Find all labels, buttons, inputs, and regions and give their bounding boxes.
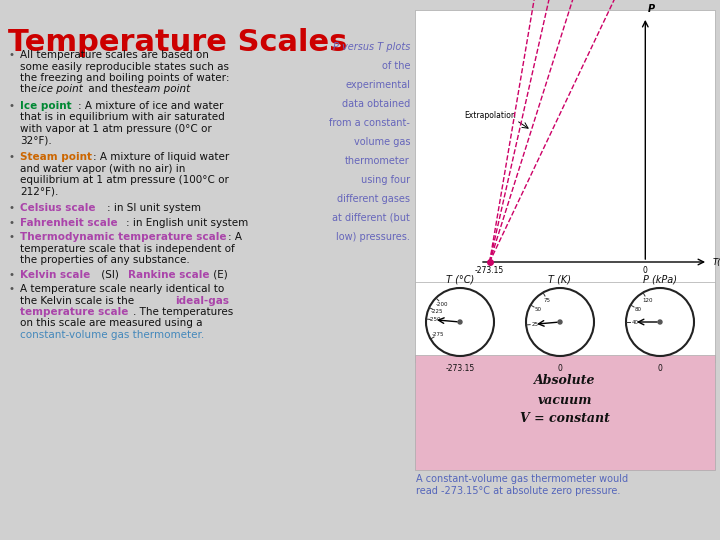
Text: Rankine scale: Rankine scale <box>128 269 210 280</box>
Text: •: • <box>8 203 14 213</box>
Text: volume gas: volume gas <box>354 137 410 147</box>
Text: -275: -275 <box>432 332 444 337</box>
Text: temperature scale: temperature scale <box>20 307 128 317</box>
Text: thermometer: thermometer <box>346 156 410 166</box>
Text: and water vapor (with no air) in: and water vapor (with no air) in <box>20 164 185 173</box>
Text: •: • <box>8 101 14 111</box>
Text: •: • <box>8 152 14 162</box>
Text: 0: 0 <box>657 364 662 373</box>
Text: A constant-volume gas thermometer would
read -273.15°C at absolute zero pressure: A constant-volume gas thermometer would … <box>416 474 628 496</box>
Text: low) pressures.: low) pressures. <box>336 232 410 242</box>
Text: 80: 80 <box>635 307 642 312</box>
Text: Extrapolation: Extrapolation <box>464 111 516 120</box>
Text: the: the <box>20 84 40 94</box>
Bar <box>415 10 715 288</box>
Text: Celsius scale: Celsius scale <box>20 203 96 213</box>
Text: experimental: experimental <box>345 80 410 90</box>
Text: 40: 40 <box>631 320 639 325</box>
Circle shape <box>558 320 562 324</box>
Circle shape <box>458 320 462 324</box>
Text: 120: 120 <box>642 298 653 303</box>
Text: •: • <box>8 284 14 294</box>
Text: •: • <box>8 50 14 60</box>
Text: : A mixture of ice and water: : A mixture of ice and water <box>78 101 223 111</box>
Text: P versus T plots: P versus T plots <box>333 42 410 52</box>
Text: Thermodynamic temperature scale: Thermodynamic temperature scale <box>20 232 227 242</box>
Text: equilibrium at 1 atm pressure (100°C or: equilibrium at 1 atm pressure (100°C or <box>20 175 229 185</box>
Text: T (°C): T (°C) <box>446 275 474 285</box>
Text: steam point: steam point <box>128 84 190 94</box>
Text: •: • <box>8 269 14 280</box>
Text: from a constant-: from a constant- <box>329 118 410 128</box>
Text: at different (but: at different (but <box>332 213 410 223</box>
Text: 75: 75 <box>544 298 551 303</box>
Text: (SI): (SI) <box>98 269 122 280</box>
Text: : A: : A <box>228 232 242 242</box>
Text: 212°F).: 212°F). <box>20 186 58 197</box>
Text: that is in equilibrium with air saturated: that is in equilibrium with air saturate… <box>20 112 225 123</box>
Text: 0: 0 <box>643 266 648 275</box>
Text: ice point: ice point <box>38 84 83 94</box>
Text: Kelvin scale: Kelvin scale <box>20 269 90 280</box>
Bar <box>415 355 715 470</box>
Text: on this scale are measured using a: on this scale are measured using a <box>20 319 202 328</box>
Text: the Kelvin scale is the: the Kelvin scale is the <box>20 295 138 306</box>
Circle shape <box>526 288 594 356</box>
Text: using four: using four <box>361 175 410 185</box>
Text: Absolute
vacuum
V = constant: Absolute vacuum V = constant <box>520 375 610 426</box>
Text: 0: 0 <box>557 364 562 373</box>
Text: of the: of the <box>382 61 410 71</box>
Circle shape <box>626 288 694 356</box>
Circle shape <box>426 288 494 356</box>
Text: T (K): T (K) <box>549 275 572 285</box>
Text: : A mixture of liquid water: : A mixture of liquid water <box>93 152 229 162</box>
Text: 50: 50 <box>535 307 542 312</box>
Text: (E): (E) <box>210 269 228 280</box>
Text: P: P <box>647 4 654 14</box>
Text: Steam point: Steam point <box>20 152 92 162</box>
Text: : in English unit system: : in English unit system <box>126 218 248 227</box>
Text: and the: and the <box>85 84 132 94</box>
Text: 32°F).: 32°F). <box>20 136 52 145</box>
Text: with vapor at 1 atm pressure (0°C or: with vapor at 1 atm pressure (0°C or <box>20 124 212 134</box>
Text: temperature scale that is independent of: temperature scale that is independent of <box>20 244 235 253</box>
Circle shape <box>658 320 662 324</box>
Text: A temperature scale nearly identical to: A temperature scale nearly identical to <box>20 284 224 294</box>
Text: Ice point: Ice point <box>20 101 71 111</box>
Text: •: • <box>8 218 14 227</box>
Text: constant-volume gas thermometer.: constant-volume gas thermometer. <box>20 330 204 340</box>
Text: Fahrenheit scale: Fahrenheit scale <box>20 218 117 227</box>
Text: . The temperatures: . The temperatures <box>133 307 233 317</box>
Text: -250: -250 <box>429 318 441 322</box>
Text: .: . <box>182 84 185 94</box>
Text: data obtained: data obtained <box>342 99 410 109</box>
Text: the freezing and boiling points of water:: the freezing and boiling points of water… <box>20 73 230 83</box>
Text: some easily reproducible states such as: some easily reproducible states such as <box>20 62 229 71</box>
Bar <box>415 282 715 362</box>
Text: different gases: different gases <box>337 194 410 204</box>
Text: ideal-gas: ideal-gas <box>175 295 229 306</box>
Text: Temperature Scales: Temperature Scales <box>8 28 347 57</box>
Text: : in SI unit system: : in SI unit system <box>107 203 201 213</box>
Text: the properties of any substance.: the properties of any substance. <box>20 255 190 265</box>
Text: 25: 25 <box>531 322 539 327</box>
Text: -273.15: -273.15 <box>475 266 504 275</box>
Text: •: • <box>8 232 14 242</box>
Text: All temperature scales are based on: All temperature scales are based on <box>20 50 209 60</box>
Text: -225: -225 <box>431 309 444 314</box>
Text: T(°C): T(°C) <box>713 258 720 267</box>
Text: -200: -200 <box>436 302 449 307</box>
Text: P (kPa): P (kPa) <box>643 275 677 285</box>
Text: -273.15: -273.15 <box>446 364 474 373</box>
